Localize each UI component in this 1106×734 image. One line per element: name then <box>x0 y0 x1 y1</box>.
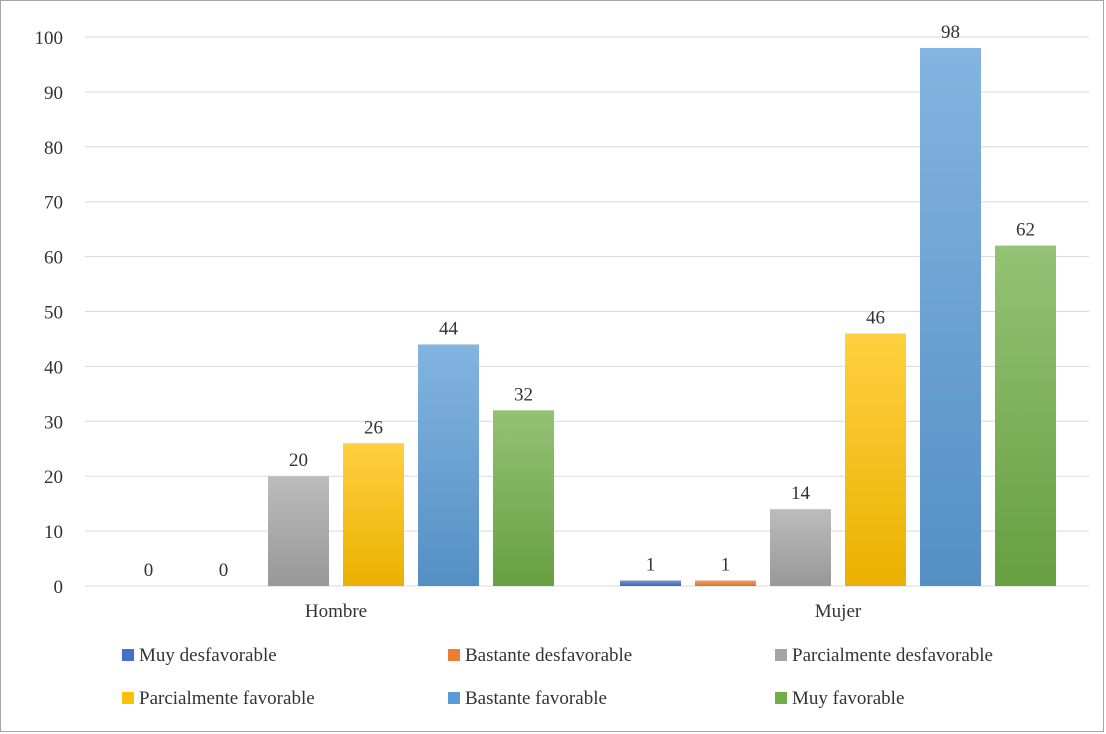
legend-swatch <box>448 692 460 704</box>
y-tick-label: 100 <box>35 28 64 49</box>
bar <box>695 580 756 586</box>
bar <box>620 580 681 586</box>
legend-swatch <box>775 692 787 704</box>
y-tick-label: 60 <box>44 248 63 269</box>
data-label: 1 <box>721 555 731 576</box>
y-tick-label: 40 <box>44 357 63 378</box>
legend-label: Muy favorable <box>792 688 904 709</box>
bar <box>920 47 981 587</box>
x-category-label: Mujer <box>815 601 862 622</box>
legend-swatch <box>775 649 787 661</box>
data-label: 98 <box>941 22 960 43</box>
bar <box>493 410 554 586</box>
legend: Muy desfavorable Bastante desfavorable Par… <box>122 645 993 709</box>
bar <box>418 344 479 586</box>
bar <box>268 476 329 586</box>
legend-label: Parcialmente desfavorable <box>792 645 993 666</box>
data-label: 26 <box>364 417 383 438</box>
y-tick-label: 90 <box>44 83 63 104</box>
legend-label: Parcialmente favorable <box>139 688 315 709</box>
bar <box>770 509 831 586</box>
y-tick-label: 20 <box>44 467 63 488</box>
data-label: 46 <box>866 307 885 328</box>
legend-label: Muy desfavorable <box>139 645 277 666</box>
y-tick-label: 70 <box>44 193 63 214</box>
bars <box>268 47 1056 587</box>
y-tick-label: 80 <box>44 138 63 159</box>
data-label: 14 <box>791 483 811 504</box>
y-tick-label: 30 <box>44 412 63 433</box>
legend-swatch <box>122 692 134 704</box>
data-label: 62 <box>1016 220 1035 241</box>
legend-swatch <box>448 649 460 661</box>
data-label: 1 <box>646 555 656 576</box>
bar <box>343 443 404 586</box>
data-label: 44 <box>439 318 459 339</box>
y-tick-label: 50 <box>44 303 63 324</box>
y-tick-label: 10 <box>44 522 63 543</box>
data-label: 20 <box>289 450 308 471</box>
legend-swatch <box>122 649 134 661</box>
x-category-label: Hombre <box>305 601 367 622</box>
data-label: 32 <box>514 384 533 405</box>
data-labels: 0 0 20 26 44 32 1 1 14 46 98 62 <box>144 22 1035 581</box>
data-label: 0 <box>219 560 229 581</box>
legend-label: Bastante favorable <box>465 688 607 709</box>
bar <box>995 245 1056 586</box>
y-tick-label: 0 <box>54 577 64 598</box>
bar <box>845 333 906 586</box>
legend-label: Bastante desfavorable <box>465 645 632 666</box>
data-label: 0 <box>144 560 154 581</box>
